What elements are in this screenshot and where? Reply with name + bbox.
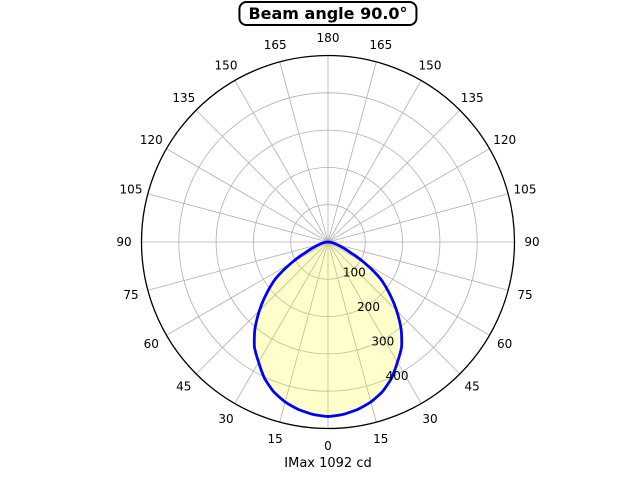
angle-gridline (327, 241, 422, 404)
angle-gridline (147, 193, 329, 243)
angle-tick-label: 30 (218, 412, 233, 426)
angle-gridline (327, 241, 377, 423)
angle-tick-labels: 0 15 15 30 30 45 45 60 60 75 75 90 90 105 105 120 120 135… (116, 31, 539, 453)
angle-tick-label: 120 (493, 133, 516, 147)
r-tick-label: 300 (371, 335, 394, 349)
imax-annotation: IMax 1092 cd (284, 456, 372, 471)
angle-tick-label: 150 (419, 59, 442, 73)
angle-tick-label: 180 (317, 31, 340, 45)
angle-tick-label: 60 (497, 337, 512, 351)
angle-gridline (195, 109, 329, 243)
r-tick-label: 200 (357, 300, 380, 314)
angle-tick-label: 30 (422, 412, 437, 426)
angle-tick-label: 90 (116, 235, 131, 249)
angle-tick-label: 120 (140, 133, 163, 147)
angle-gridline (147, 241, 329, 291)
angle-tick-label: 45 (465, 379, 480, 393)
outer-circle (140, 54, 516, 430)
angle-tick-label: 0 (324, 439, 332, 453)
angle-gridline (327, 241, 490, 336)
angle-gridline (234, 80, 329, 243)
r-tick-labels: 100 200 300 400 (343, 266, 409, 383)
angle-gridline (234, 241, 329, 404)
angle-gridline (327, 193, 509, 243)
r-gridline-circle (252, 166, 403, 317)
angle-tick-label: 45 (176, 379, 191, 393)
angle-gridline (327, 109, 461, 243)
angle-tick-label: 75 (123, 288, 138, 302)
r-gridline-circle (215, 129, 441, 355)
r-tick-label: 100 (343, 266, 366, 280)
angle-tick-label: 165 (264, 38, 287, 52)
angle-tick-label: 105 (120, 182, 143, 196)
angle-gridline (166, 241, 329, 336)
angle-gridline (195, 241, 329, 375)
angle-tick-label: 75 (517, 288, 532, 302)
angle-tick-label: 150 (215, 59, 238, 73)
angle-gridline (279, 241, 329, 423)
angle-gridline (327, 80, 422, 243)
angle-gridline (327, 148, 490, 243)
angle-tick-label: 165 (369, 38, 392, 52)
angle-tick-label: 135 (461, 91, 484, 105)
angle-tick-label: 90 (524, 235, 539, 249)
chart-title: Beam angle 90.0° (238, 1, 418, 26)
angle-tick-label: 15 (373, 432, 388, 446)
r-tick-label: 400 (386, 369, 409, 383)
angle-gridline (279, 61, 329, 243)
angle-tick-label: 15 (268, 432, 283, 446)
angle-gridline (327, 241, 461, 375)
r-gridline-circle (178, 92, 478, 392)
angle-gridline (327, 61, 377, 243)
angle-gridline (166, 148, 329, 243)
angle-gridline (327, 241, 509, 291)
intensity-curve (252, 240, 404, 418)
angle-tick-label: 60 (144, 337, 159, 351)
angle-tick-label: 135 (172, 91, 195, 105)
r-gridline-circle (290, 204, 366, 280)
angle-tick-label: 105 (514, 182, 537, 196)
polar-grid (141, 55, 515, 429)
